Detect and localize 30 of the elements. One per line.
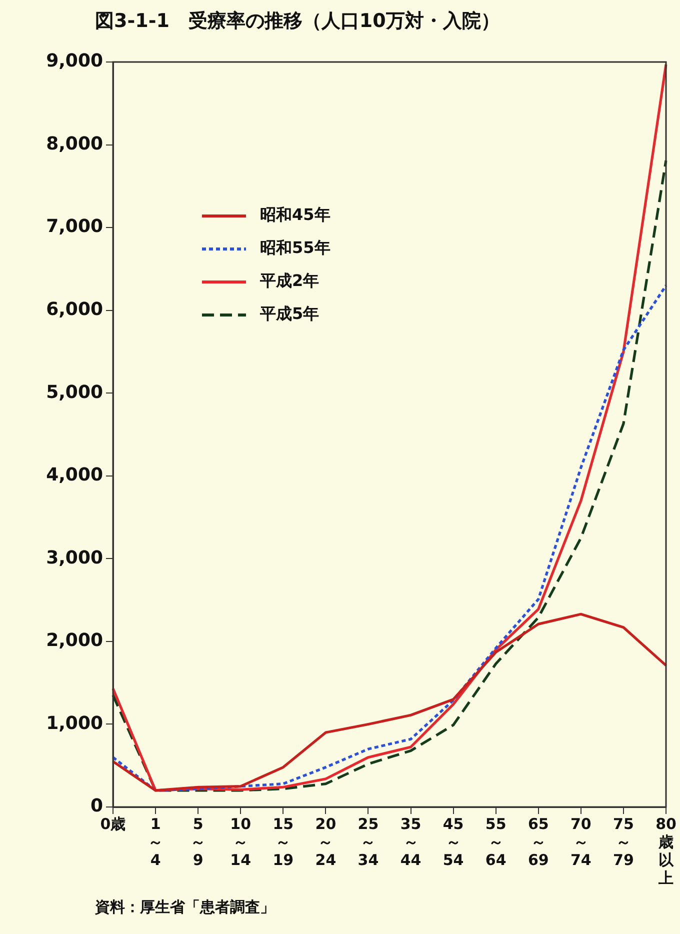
chart-title: 図3-1-1 受療率の推移（人口10万対・入院） xyxy=(95,9,500,34)
y-tick-label: 4,000 xyxy=(46,464,103,486)
legend-label: 昭和55年 xyxy=(260,238,330,259)
y-tick-label: 1,000 xyxy=(46,712,103,734)
y-tick-label: 5,000 xyxy=(46,382,103,403)
x-tick-label: 5～9 xyxy=(190,814,206,869)
x-tick-label: 20～24 xyxy=(315,814,336,869)
legend-label: 平成2年 xyxy=(260,271,320,292)
legend-label: 昭和45年 xyxy=(260,205,330,226)
x-tick-label: 45～54 xyxy=(442,814,464,869)
x-tick-label: 65～69 xyxy=(528,814,549,869)
x-tick-label: 80歳以上 xyxy=(656,814,676,887)
y-tick-label: 3,000 xyxy=(46,547,103,568)
text: 資料：厚生省「患者調査」 xyxy=(95,898,275,917)
x-tick-label: 0歳 xyxy=(100,814,126,833)
y-tick-label: 2,000 xyxy=(46,630,103,652)
x-tick-label: 25～34 xyxy=(358,814,379,869)
x-tick-label: 70～74 xyxy=(570,814,592,869)
x-tick-label: 10～14 xyxy=(230,814,252,869)
y-tick-label: 7,000 xyxy=(46,216,103,238)
x-tick-label: 75～79 xyxy=(613,814,634,869)
x-tick-label: 55～64 xyxy=(485,814,506,869)
x-tick-label: 35～44 xyxy=(400,814,422,869)
y-tick-label: 9,000 xyxy=(46,50,103,72)
y-tick-label: 8,000 xyxy=(46,133,103,154)
legend-label: 平成5年 xyxy=(260,304,320,325)
x-tick-label: 1～4 xyxy=(148,814,164,869)
y-tick-label: 6,000 xyxy=(46,299,103,320)
y-tick-label: 0 xyxy=(90,796,103,817)
x-tick-label: 15～19 xyxy=(272,814,294,869)
